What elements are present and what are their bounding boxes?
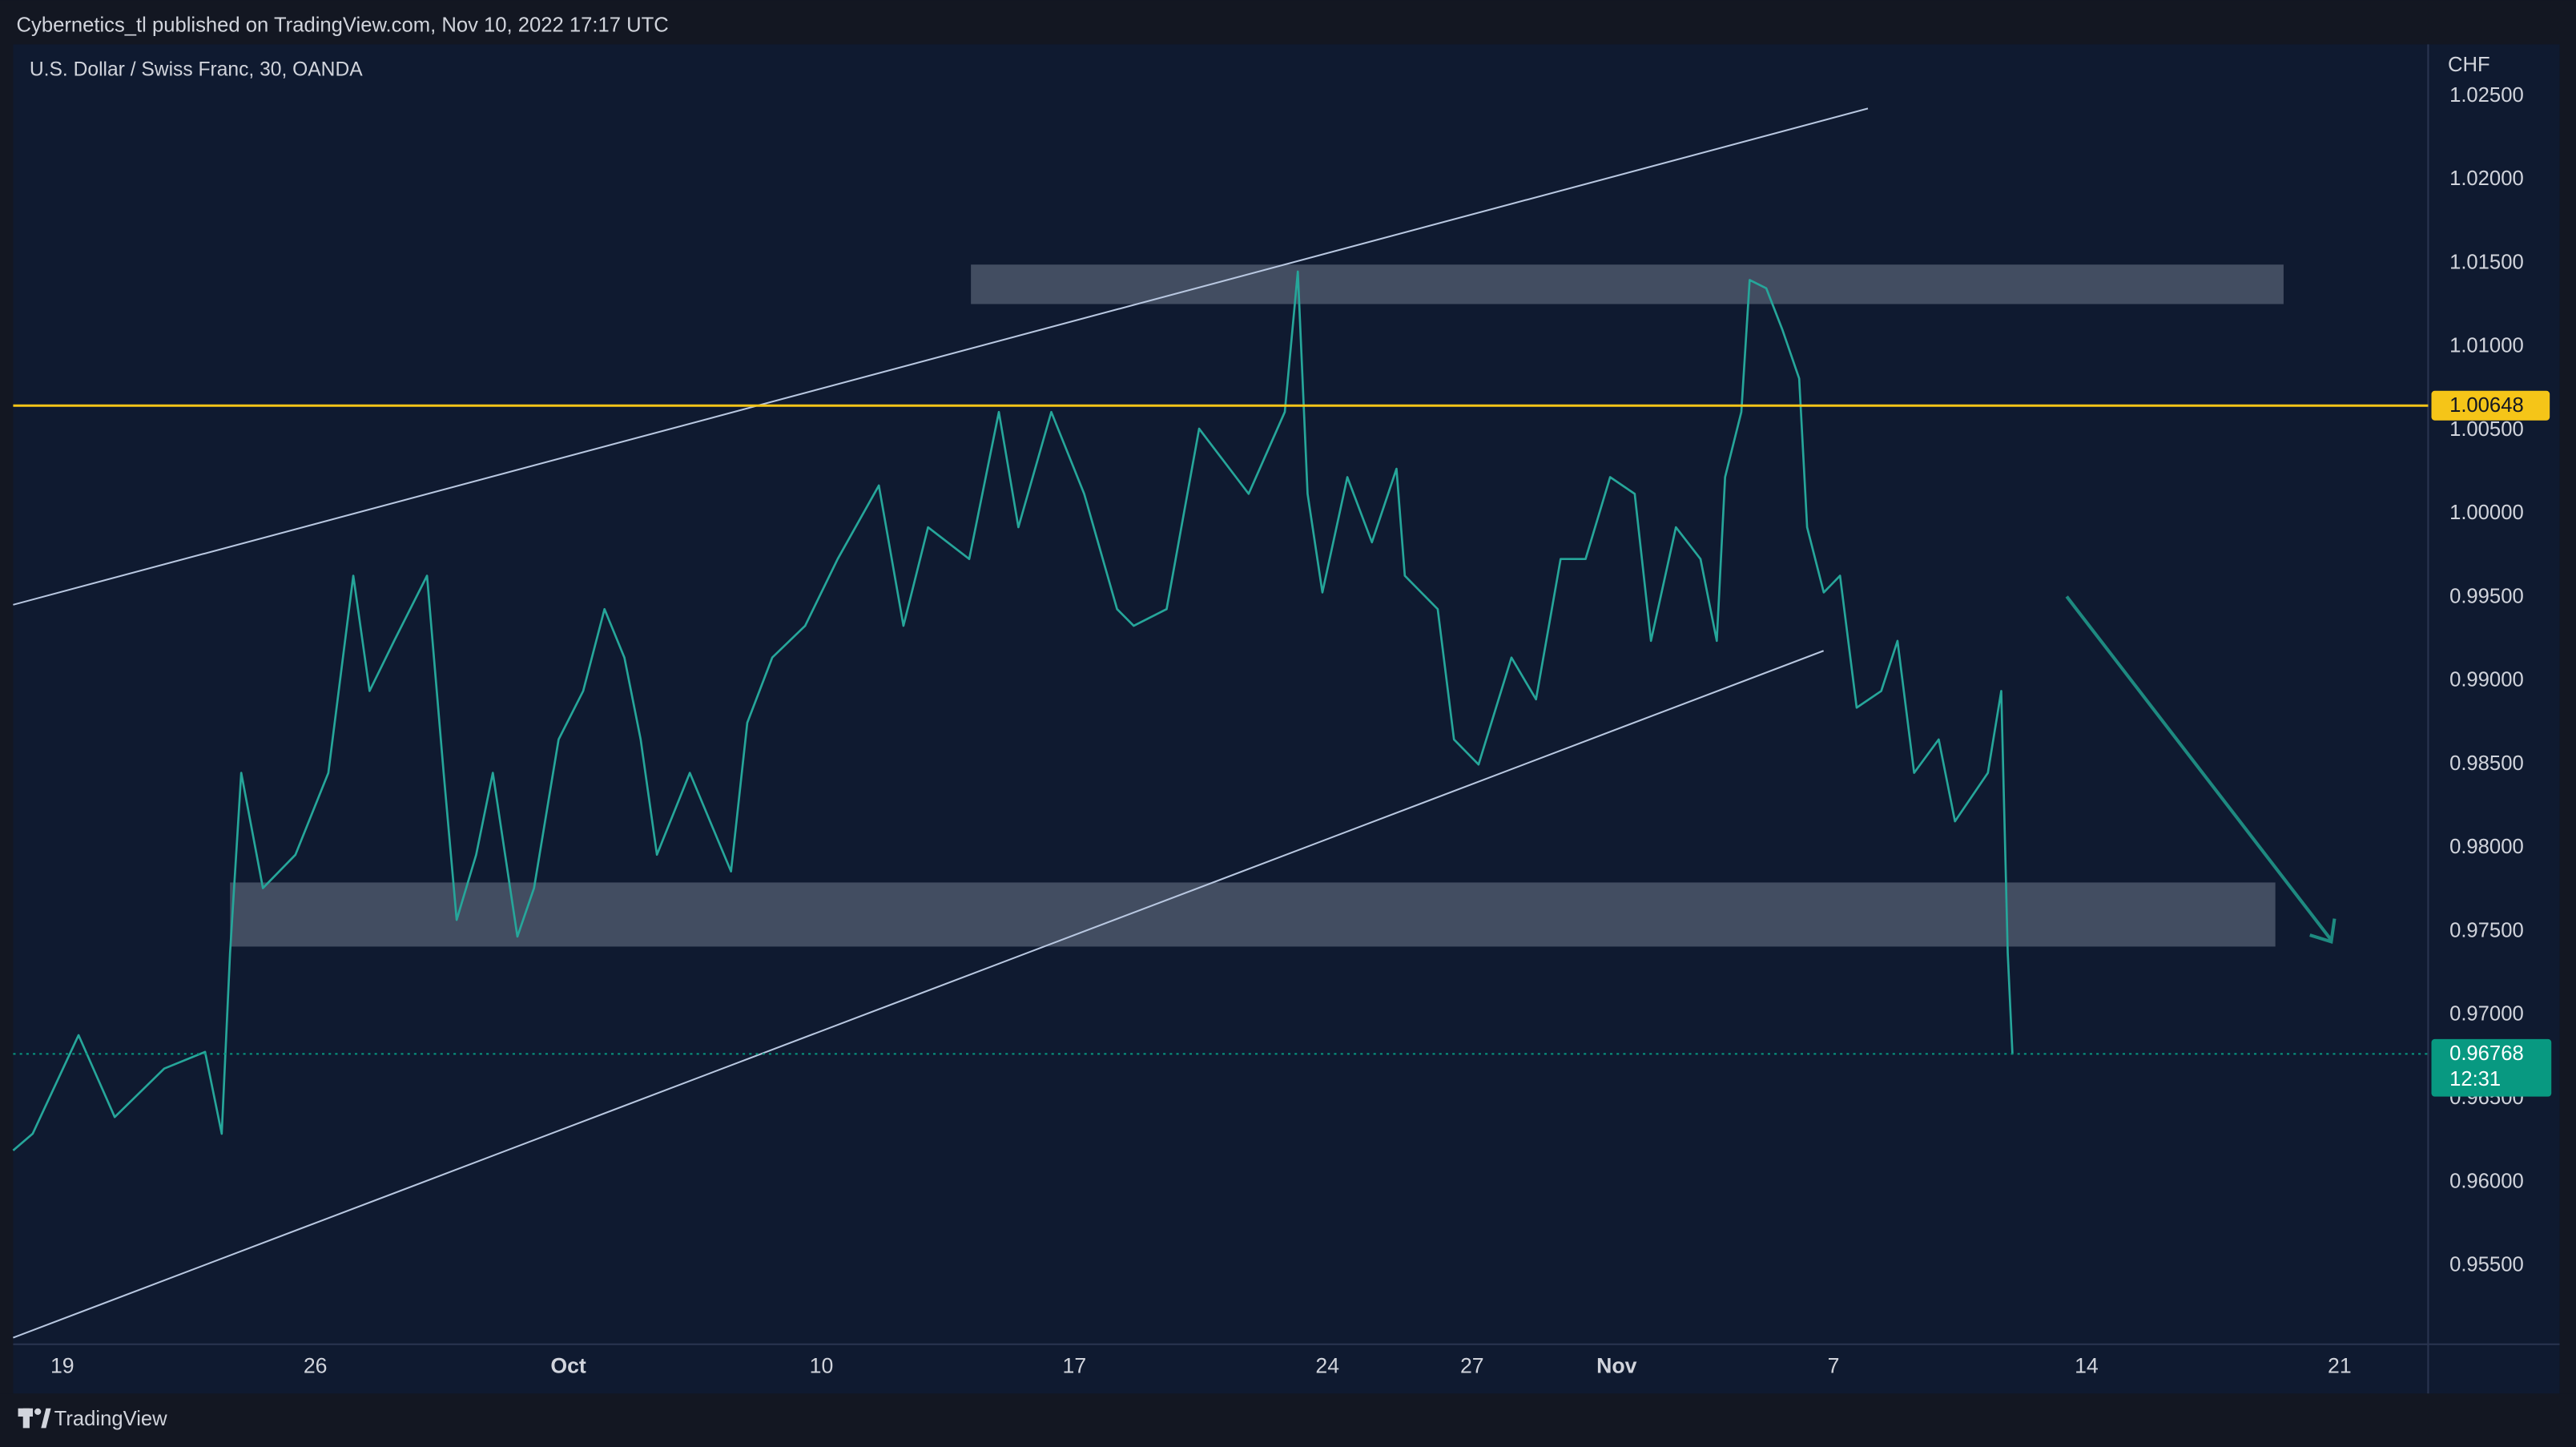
forecast-arrow-head — [2309, 918, 2337, 944]
support-zone — [230, 882, 2276, 947]
forecast-arrow — [2065, 595, 2333, 941]
y-tick-label: 0.96000 — [2449, 1170, 2524, 1192]
y-tick-label: 1.02500 — [2449, 84, 2524, 107]
footer-bar — [0, 1393, 2576, 1447]
reference-price-tag — [2431, 390, 2550, 421]
x-tick-label: 27 — [1460, 1354, 1484, 1378]
x-tick-label: Nov — [1596, 1354, 1637, 1378]
y-tick-label: 1.02000 — [2449, 167, 2524, 190]
y-tick-label: 0.97000 — [2449, 1003, 2524, 1026]
x-tick-label: Oct — [550, 1354, 586, 1378]
logo-shape — [22, 1408, 30, 1429]
resistance-zone — [971, 264, 2284, 304]
currency-label: CHF — [2448, 54, 2490, 76]
last-price-tag — [2431, 1038, 2552, 1097]
price-line — [12, 270, 2014, 1151]
reference-price-label: 1.00648 — [2449, 394, 2524, 417]
y-tick-label: 0.97500 — [2449, 919, 2524, 941]
x-tick-label: 24 — [1315, 1354, 1339, 1378]
brand-logo — [18, 1408, 51, 1429]
y-tick-label: 0.95500 — [2449, 1254, 2524, 1276]
x-tick-label: 14 — [2075, 1354, 2099, 1378]
brand-name: TradingView — [54, 1408, 168, 1430]
y-tick-label: 1.01000 — [2449, 335, 2524, 357]
logo-shape — [41, 1408, 51, 1429]
last-price-label: 0.96768 — [2449, 1042, 2524, 1065]
chart-overlay — [12, 270, 2429, 1151]
channel-upper-line — [13, 107, 1869, 606]
y-tick-label: 1.01500 — [2449, 251, 2524, 273]
x-tick-label: 21 — [2328, 1354, 2352, 1378]
symbol-title: U.S. Dollar / Swiss Franc, 30, OANDA — [30, 59, 363, 81]
x-tick-label: 26 — [304, 1354, 328, 1378]
y-tick-label: 1.00000 — [2449, 502, 2524, 524]
chart-background — [13, 44, 2560, 1394]
publisher-text: Cybernetics_tl published on TradingView.… — [17, 14, 669, 37]
x-tick-label: 7 — [1828, 1354, 1840, 1378]
y-tick-label: 0.99000 — [2449, 669, 2524, 691]
y-tick-label: 1.00500 — [2449, 418, 2524, 441]
x-tick-label: 17 — [1063, 1354, 1087, 1378]
logo-shape — [34, 1408, 42, 1415]
y-tick-label: 0.98500 — [2449, 752, 2524, 775]
channel-lower-line — [13, 650, 1824, 1339]
x-tick-label: 10 — [810, 1354, 834, 1378]
y-tick-label: 0.98000 — [2449, 836, 2524, 858]
y-tick-label: 0.99500 — [2449, 585, 2524, 607]
x-tick-label: 19 — [50, 1354, 74, 1378]
countdown-label: 12:31 — [2449, 1068, 2501, 1090]
